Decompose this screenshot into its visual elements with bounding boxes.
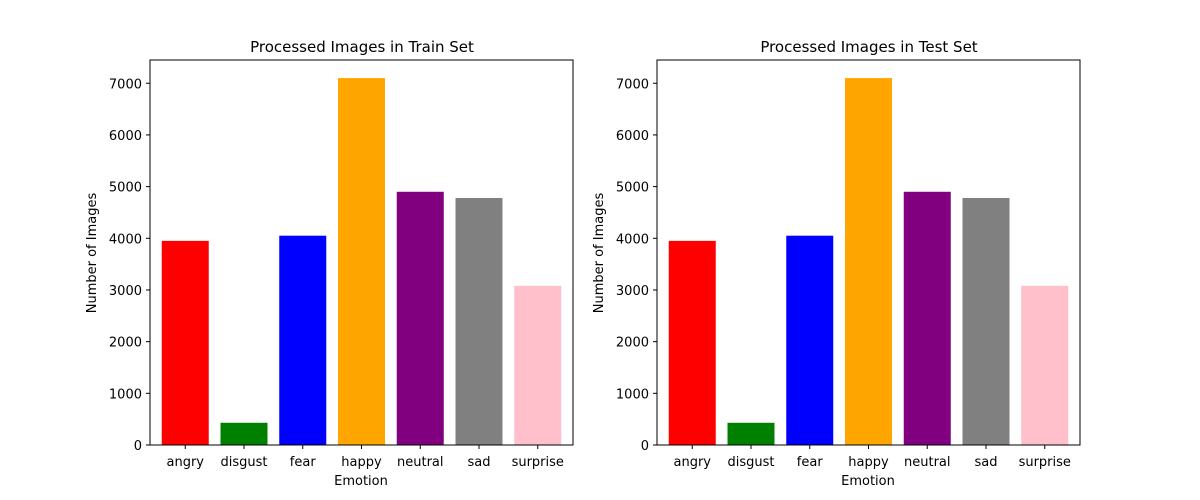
- bar-surprise: [514, 285, 562, 445]
- y-tick-label: 2000: [616, 336, 649, 351]
- chart-title: Processed Images in Train Set: [250, 38, 474, 56]
- y-tick-label: 0: [134, 439, 142, 454]
- x-tick-label: disgust: [221, 455, 268, 470]
- x-tick-label: sad: [468, 455, 491, 470]
- bar-neutral: [396, 191, 444, 445]
- x-tick-label: neutral: [397, 455, 444, 470]
- bar-group: [668, 78, 1069, 445]
- x-tick-label: surprise: [512, 455, 564, 470]
- x-axis-label: Emotion: [334, 474, 388, 489]
- y-axis-ticks: 0 1000 2000 3000 4000 5000 6000 7000: [616, 77, 657, 454]
- bar-angry: [161, 240, 209, 445]
- y-tick-label: 1000: [616, 387, 649, 402]
- y-axis-ticks: 0 1000 2000 3000 4000 5000 6000 7000: [109, 77, 150, 454]
- x-tick-label: fear: [797, 455, 824, 470]
- bar-disgust: [220, 422, 268, 445]
- x-tick-label: disgust: [728, 455, 775, 470]
- x-tick-label: sad: [975, 455, 998, 470]
- x-tick-label: surprise: [1019, 455, 1071, 470]
- bar-happy: [338, 78, 385, 445]
- chart-title: Processed Images in Test Set: [760, 38, 977, 56]
- y-tick-label: 3000: [616, 284, 649, 299]
- x-tick-label: neutral: [904, 455, 951, 470]
- y-tick-label: 7000: [109, 77, 142, 92]
- bar-happy: [845, 78, 892, 445]
- plot-frame: [149, 59, 574, 446]
- bar-group: [161, 78, 562, 445]
- chart-train-set: Processed Images in Train Set Emotion Nu…: [85, 38, 574, 489]
- bar-sad: [962, 197, 1010, 445]
- bar-neutral: [903, 191, 951, 445]
- x-tick-label: happy: [341, 455, 382, 470]
- y-tick-label: 6000: [109, 129, 142, 144]
- x-axis-ticks: angry disgust fear happy neutral sad surprise: [674, 445, 1071, 470]
- x-axis-label: Emotion: [841, 474, 895, 489]
- x-tick-label: happy: [848, 455, 889, 470]
- y-tick-label: 5000: [616, 181, 649, 196]
- y-tick-label: 1000: [109, 387, 142, 402]
- y-tick-label: 6000: [616, 129, 649, 144]
- y-tick-label: 5000: [109, 181, 142, 196]
- x-tick-label: fear: [290, 455, 317, 470]
- x-axis-ticks: angry disgust fear happy neutral sad surprise: [167, 445, 564, 470]
- y-tick-label: 4000: [109, 232, 142, 247]
- bar-fear: [786, 235, 834, 445]
- y-axis-label: Number of Images: [592, 193, 607, 314]
- x-tick-label: angry: [674, 455, 712, 470]
- y-tick-label: 3000: [109, 284, 142, 299]
- bar-disgust: [727, 422, 775, 445]
- y-axis-label: Number of Images: [85, 193, 100, 314]
- bar-sad: [455, 197, 503, 445]
- bar-surprise: [1021, 285, 1069, 445]
- bar-angry: [668, 240, 716, 445]
- y-tick-label: 0: [641, 439, 649, 454]
- y-tick-label: 2000: [109, 336, 142, 351]
- y-tick-label: 4000: [616, 232, 649, 247]
- x-tick-label: angry: [167, 455, 205, 470]
- plot-frame: [656, 59, 1081, 446]
- bar-fear: [279, 235, 327, 445]
- y-tick-label: 7000: [616, 77, 649, 92]
- chart-test-set: Processed Images in Test Set Emotion Num…: [592, 38, 1081, 489]
